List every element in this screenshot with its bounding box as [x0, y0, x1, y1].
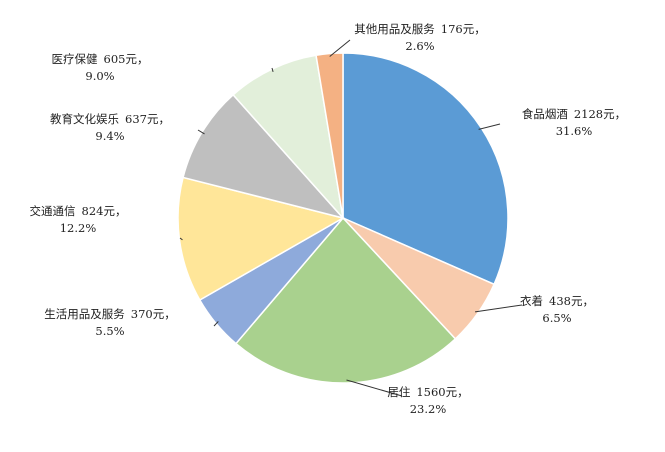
category-label: 教育文化娱乐	[50, 112, 119, 126]
value-label: 438元，	[549, 294, 594, 308]
value-label: 2128元，	[574, 107, 626, 121]
category-label: 衣着	[520, 294, 543, 308]
slice-label: 其他用品及服务 176元，	[354, 22, 485, 36]
leader-line	[346, 379, 403, 397]
category-label: 其他用品及服务	[354, 22, 435, 36]
slice-label: 教育文化娱乐 637元，	[50, 112, 170, 126]
value-label: 370元，	[131, 307, 176, 321]
category-label: 生活用品及服务	[44, 307, 125, 321]
percent-label: 31.6%	[556, 124, 593, 138]
percent-label: 5.5%	[95, 324, 124, 338]
percent-label: 2.6%	[405, 39, 434, 53]
leader-line	[478, 123, 501, 130]
slice-label: 居住 1560元，	[387, 385, 468, 399]
leader-line	[213, 321, 219, 327]
slice-label: 生活用品及服务 370元，	[44, 307, 175, 321]
percent-label: 6.5%	[542, 311, 571, 325]
value-label: 824元，	[82, 204, 127, 218]
percent-label: 9.4%	[95, 129, 124, 143]
pie-slice	[234, 216, 457, 384]
slice-label: 食品烟酒 2128元，	[522, 107, 626, 121]
leader-line	[197, 129, 205, 135]
value-label: 605元，	[104, 52, 149, 66]
leader-line	[329, 39, 351, 57]
value-label: 637元，	[125, 112, 170, 126]
category-label: 医疗保健	[52, 52, 98, 66]
percent-label: 23.2%	[410, 402, 447, 416]
leader-line	[179, 237, 183, 241]
category-label: 居住	[387, 385, 410, 399]
leader-line	[474, 304, 523, 313]
category-label: 交通通信	[30, 204, 76, 218]
leader-line	[271, 67, 274, 72]
pie-slice	[342, 52, 509, 286]
slice-label: 交通通信 824元，	[30, 204, 127, 218]
percent-label: 9.0%	[85, 69, 114, 83]
value-label: 1560元，	[416, 385, 468, 399]
slice-label: 医疗保健 605元，	[52, 52, 149, 66]
pie-slice	[315, 52, 344, 219]
category-label: 食品烟酒	[522, 107, 568, 121]
percent-label: 12.2%	[60, 221, 97, 235]
slice-label: 衣着 438元，	[520, 294, 594, 308]
value-label: 176元，	[441, 22, 486, 36]
